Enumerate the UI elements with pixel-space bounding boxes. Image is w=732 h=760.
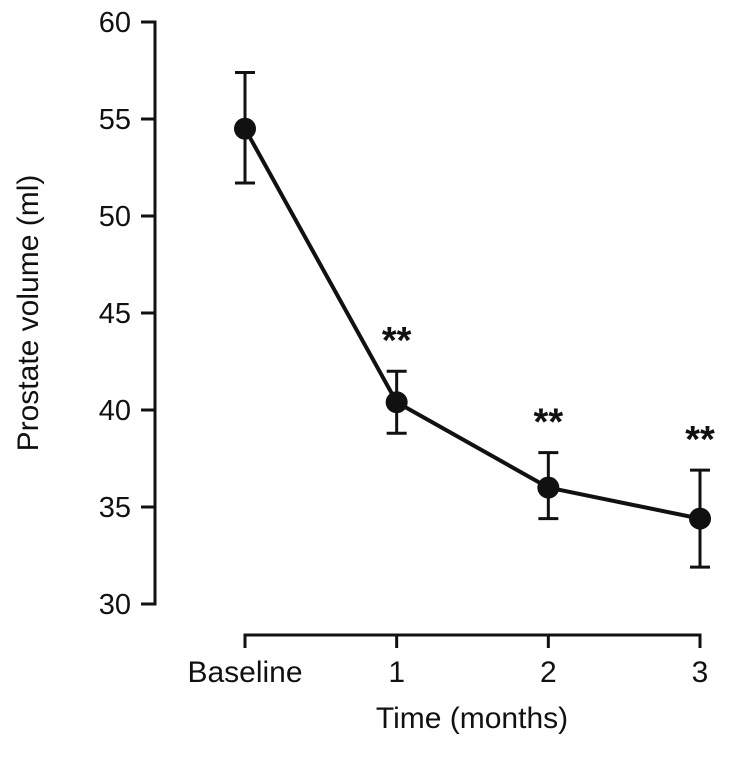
significance-marker: ** (382, 320, 412, 362)
y-tick-label: 30 (99, 589, 131, 621)
y-axis-title: Prostate volume (ml) (12, 175, 45, 452)
y-tick-label: 60 (99, 7, 131, 39)
x-tick-label: 3 (692, 656, 709, 689)
y-tick-label: 50 (99, 201, 131, 233)
y-tick-label: 55 (99, 104, 131, 136)
data-point (689, 507, 711, 530)
significance-marker: ** (685, 419, 715, 461)
axes-layer: 30 35 40 45 50 55 60 Baseline 1 2 3 (99, 7, 709, 689)
x-axis-title: Time (months) (376, 702, 568, 735)
data-point (385, 391, 408, 414)
y-tick-label: 40 (99, 395, 131, 427)
x-tick-label: Baseline (187, 656, 302, 689)
y-tick-label: 35 (99, 492, 131, 524)
y-tick-label: 45 (99, 298, 131, 330)
data-point (234, 117, 256, 140)
data-point (537, 476, 560, 499)
x-tick-label: 1 (388, 656, 405, 689)
significance-marker: ** (534, 402, 564, 444)
data-series-layer: ** ** ** (234, 70, 715, 569)
series-line (243, 127, 701, 521)
x-tick-label: 2 (540, 656, 557, 689)
